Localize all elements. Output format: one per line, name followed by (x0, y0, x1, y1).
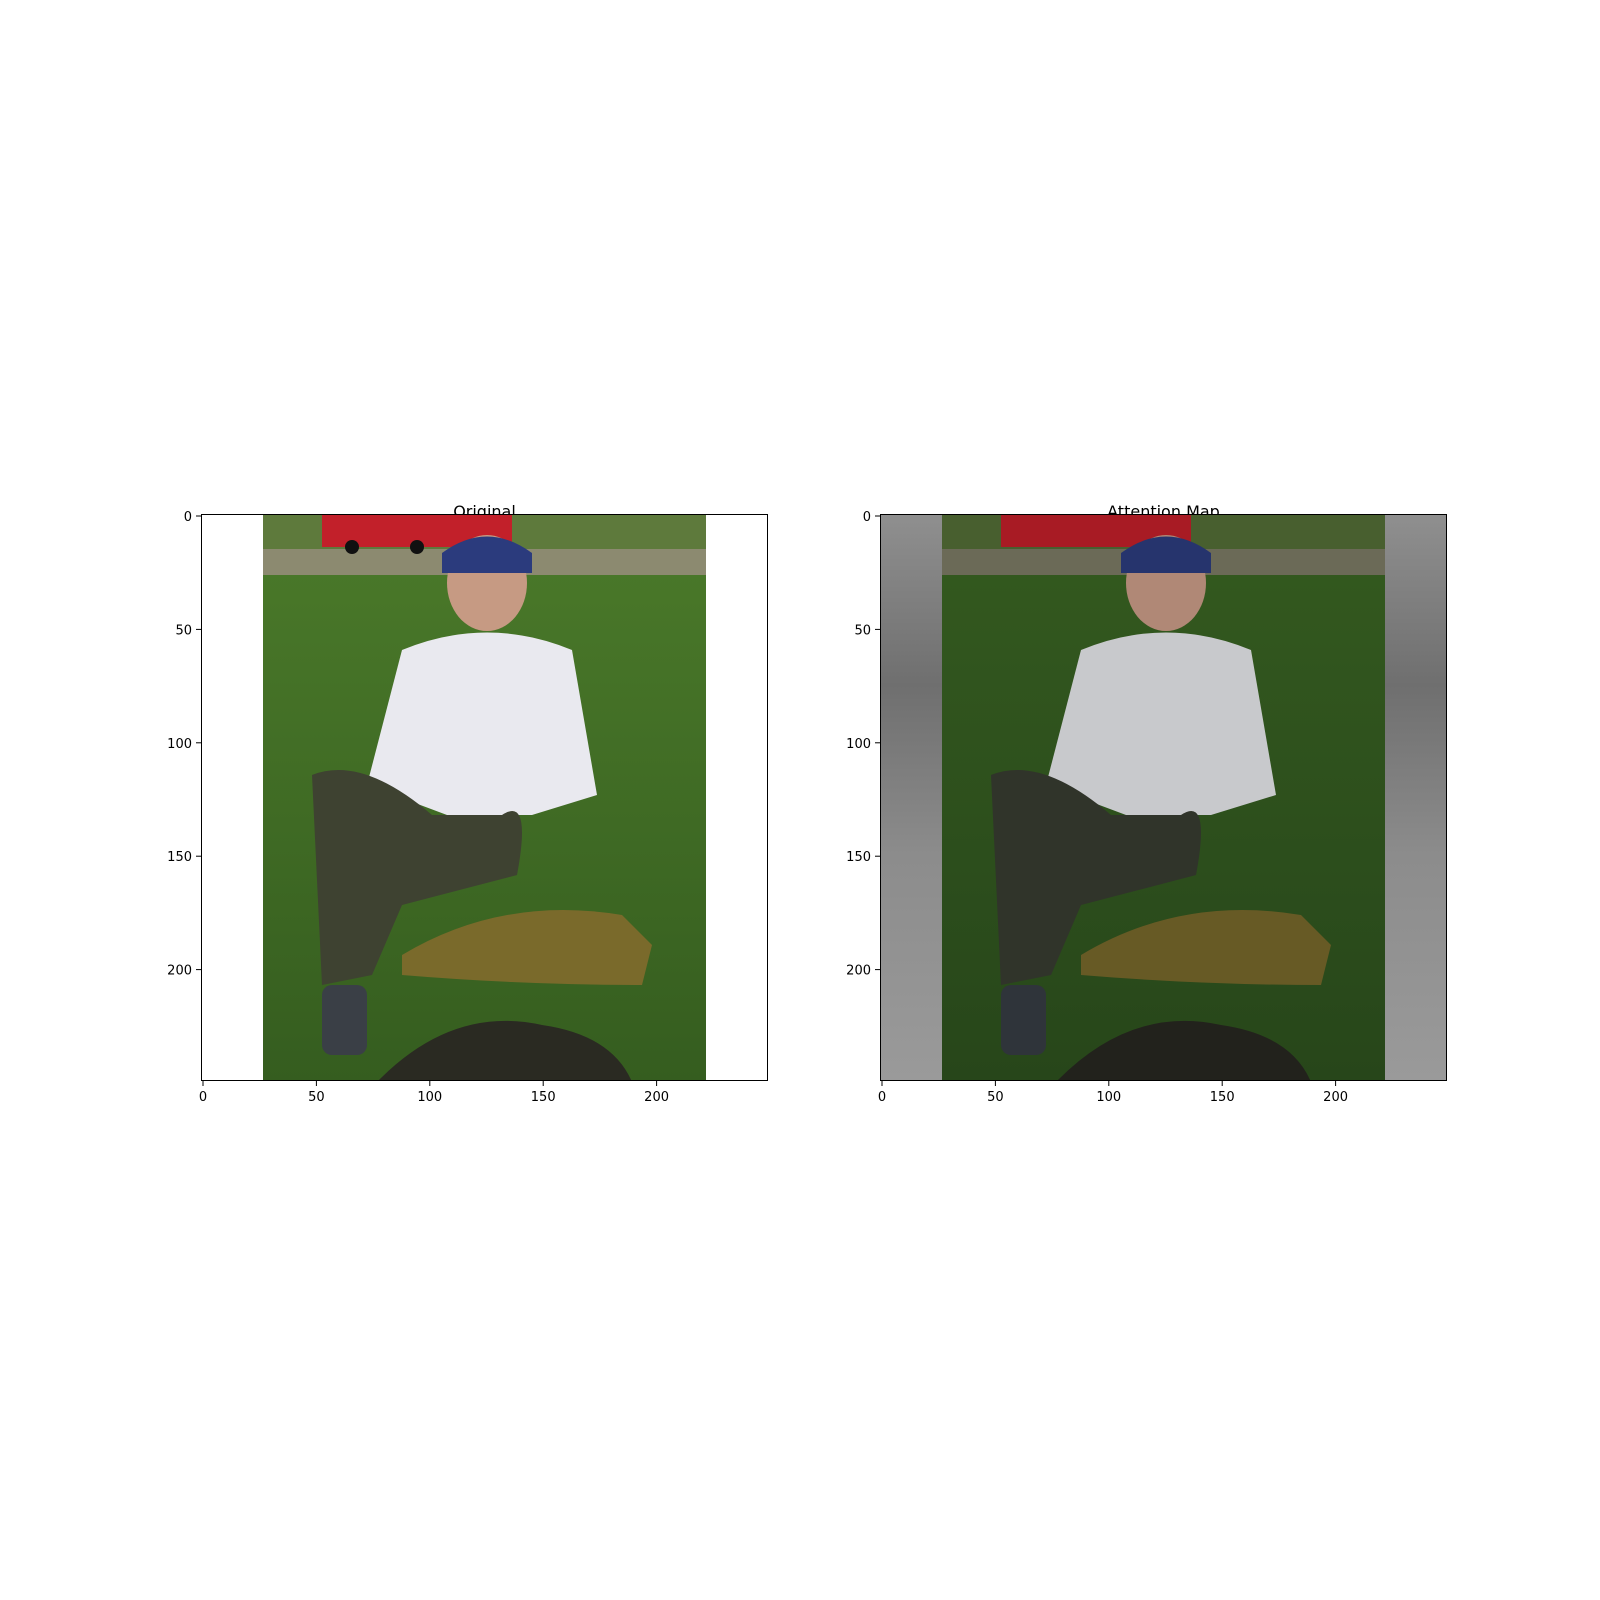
y-tick-label: 150 (846, 850, 871, 865)
x-tick-label: 0 (878, 1090, 886, 1105)
attention-map-panel (880, 514, 1447, 1081)
padding-left (881, 515, 942, 1080)
x-tick-label: 150 (1210, 1090, 1235, 1105)
y-tick-label: 50 (175, 623, 192, 638)
x-tick-label: 100 (417, 1090, 442, 1105)
y-tick-label: 150 (167, 850, 192, 865)
photo-content (263, 515, 706, 1080)
trousers-dim (991, 770, 1201, 985)
y-tick-label: 50 (854, 623, 871, 638)
original-image-panel (201, 514, 768, 1081)
landing-net (379, 1020, 632, 1080)
shoe (322, 985, 367, 1055)
y-tick-label: 200 (846, 964, 871, 979)
y-tick-label: 0 (184, 510, 192, 525)
shoe-dim (1001, 985, 1046, 1055)
x-tick-label: 50 (308, 1090, 325, 1105)
x-tick-label: 200 (644, 1090, 669, 1105)
cap (442, 536, 532, 573)
attention-photo-content (942, 515, 1385, 1080)
padding-right (1385, 515, 1446, 1080)
fish (402, 910, 652, 985)
shirt-dim (1046, 632, 1276, 815)
y-tick-label: 100 (167, 737, 192, 752)
y-tick-label: 0 (863, 510, 871, 525)
attention-photo (881, 515, 1446, 1080)
y-tick-label: 200 (167, 964, 192, 979)
x-tick-label: 50 (987, 1090, 1004, 1105)
y-tick-label: 100 (846, 737, 871, 752)
original-photo (263, 515, 706, 1080)
x-tick-label: 200 (1323, 1090, 1348, 1105)
x-tick-label: 0 (199, 1090, 207, 1105)
x-tick-label: 100 (1096, 1090, 1121, 1105)
cap-dim (1121, 536, 1211, 573)
x-tick-label: 150 (531, 1090, 556, 1105)
fish-dim (1081, 910, 1331, 985)
trousers (312, 770, 522, 985)
landing-net-dim (1058, 1020, 1311, 1080)
shirt (367, 632, 597, 815)
